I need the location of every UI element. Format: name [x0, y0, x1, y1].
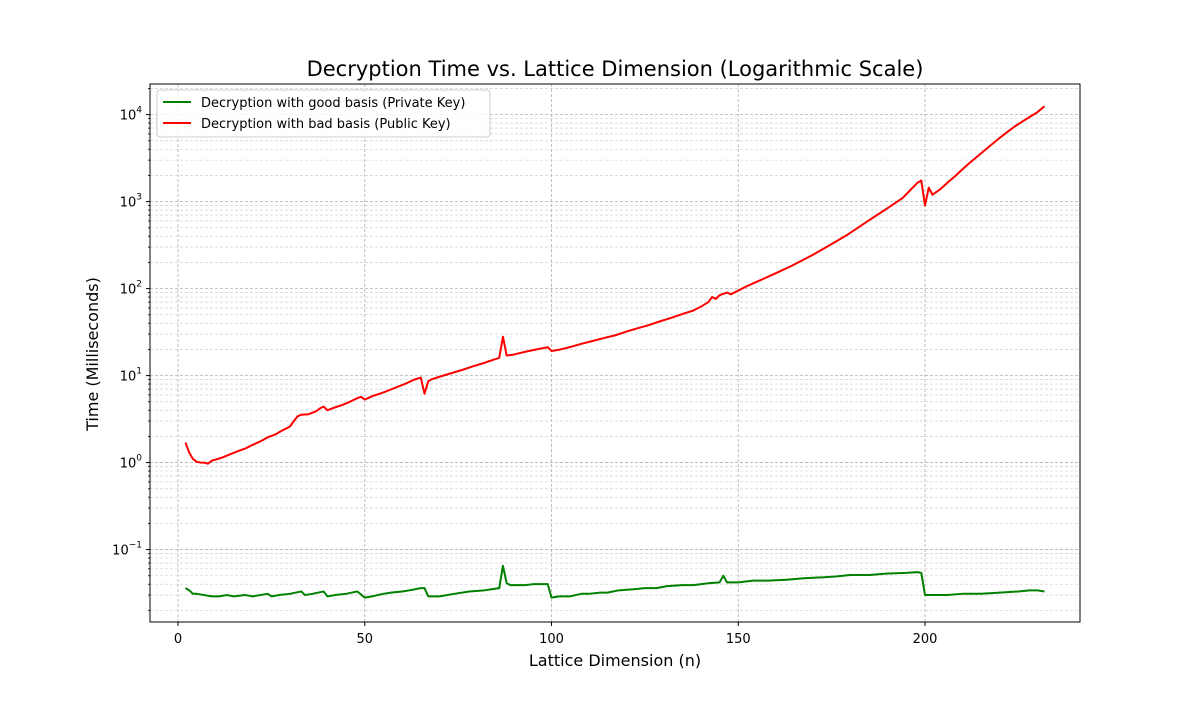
x-axis-label: Lattice Dimension (n) — [529, 651, 701, 670]
series-line-bad-basis — [184, 105, 1046, 465]
x-axis: 0 50 100 150 200 — [174, 622, 938, 647]
legend-box — [156, 89, 491, 138]
x-tick-label: 150 — [726, 632, 751, 647]
plot-area-frame — [149, 83, 1081, 623]
y-axis: 10−1 100 101 102 103 104 — [112, 88, 150, 611]
y-tick-label: 101 — [120, 367, 142, 385]
legend-label-good-basis: Decryption with good basis (Private Key) — [201, 96, 465, 111]
y-tick-label: 102 — [120, 280, 142, 298]
x-tick-label: 200 — [913, 632, 938, 647]
legend-label-bad-basis: Decryption with bad basis (Public Key) — [201, 117, 451, 132]
grid — [150, 84, 1080, 622]
series-layer — [184, 105, 1046, 599]
y-tick-label: 103 — [120, 193, 142, 211]
y-tick-label: 104 — [120, 106, 143, 124]
y-tick-label: 100 — [120, 454, 143, 472]
x-tick-label: 50 — [356, 632, 373, 647]
x-tick-label: 0 — [174, 632, 182, 647]
series-line-good-basis — [184, 564, 1045, 599]
y-axis-label: Time (Milliseconds) — [83, 277, 102, 432]
x-tick-label: 100 — [539, 632, 564, 647]
chart-title: Decryption Time vs. Lattice Dimension (L… — [307, 57, 924, 81]
y-tick-label: 10−1 — [112, 541, 142, 559]
legend: Decryption with good basis (Private Key)… — [156, 89, 491, 138]
